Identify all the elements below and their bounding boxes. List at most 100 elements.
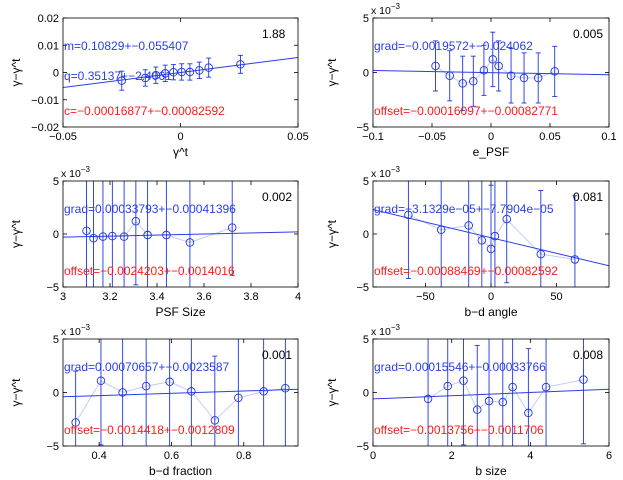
- data-point: [96, 376, 106, 385]
- data-point: [533, 73, 543, 83]
- grad-label: grad=−0.0019572+−0.024062: [374, 39, 533, 53]
- x-tick-label: 2: [449, 450, 455, 462]
- data-point: [498, 397, 508, 407]
- data-point: [259, 387, 268, 396]
- y-tick-label: 5: [363, 334, 369, 346]
- stat-value: 0.005: [573, 27, 603, 41]
- data-point: [185, 238, 195, 247]
- data-point: [494, 61, 503, 71]
- data-point: [579, 375, 588, 384]
- plot-area: [63, 181, 298, 287]
- data-point: [423, 394, 433, 404]
- chart-panel-2: −0.1 −0.05 0 0.05 0.1 −5 0 5x 10−3 e_PSF γ−γ^t 0.0…: [325, 2, 617, 159]
- x-tick-label: 0.4: [92, 450, 107, 462]
- data-point: [117, 76, 126, 85]
- data-point: [187, 387, 196, 396]
- data-point: [479, 66, 489, 75]
- data-point: [89, 233, 98, 243]
- exponent-power: −3: [81, 165, 91, 174]
- data-point: [118, 388, 127, 397]
- data-point: [570, 255, 580, 264]
- connector-line: [435, 58, 555, 84]
- x-tick-label: 3.6: [196, 291, 211, 303]
- x-tick-label: −0.05: [49, 131, 77, 143]
- x-tick-label: 3.4: [149, 291, 164, 303]
- offset-label: offset=−0.0013756+−0.0011706: [374, 423, 544, 437]
- data-point: [204, 63, 213, 72]
- connector-line: [75, 380, 286, 423]
- data-point: [502, 214, 511, 224]
- data-point: [71, 418, 80, 427]
- data-point: [459, 376, 468, 385]
- y-tick-label: −5: [46, 441, 59, 453]
- exponent-base: x 10: [371, 168, 391, 180]
- y-tick-label: −0.01: [31, 95, 59, 107]
- data-point: [227, 223, 237, 232]
- x-axis-label: b−d angle: [464, 305, 517, 319]
- data-point: [508, 382, 517, 392]
- x-tick-label: −0.1: [362, 131, 384, 143]
- data-point: [82, 226, 91, 236]
- y-axis-label: γ−γ^t: [325, 219, 339, 248]
- fit-line: [63, 388, 298, 398]
- y-axis-label: γ−γ^t: [9, 219, 23, 248]
- data-point: [536, 249, 546, 259]
- y-tick-label: −0.02: [31, 122, 59, 134]
- data-point: [131, 217, 141, 226]
- x-tick-label: 3.8: [243, 291, 258, 303]
- y-tick-label: 5: [363, 176, 369, 188]
- x-tick-label: 50: [550, 291, 562, 303]
- y-tick-label: −5: [356, 122, 369, 134]
- axis-exponent-label: x 10−3: [61, 165, 91, 180]
- x-tick-label: 0.05: [287, 131, 308, 143]
- plot-area: [63, 339, 298, 446]
- grad-label: grad=0.00015546+−0.00033766: [374, 360, 546, 374]
- x-tick-label: 3: [60, 291, 66, 303]
- x-tick-label: 0.6: [164, 450, 179, 462]
- y-tick-label: 0: [363, 68, 369, 80]
- x-axis-label: PSF Size: [155, 305, 205, 319]
- data-point: [119, 232, 129, 241]
- y-tick-label: 0: [53, 388, 59, 400]
- fit-line: [373, 388, 609, 400]
- y-tick-label: 0: [363, 229, 369, 241]
- data-point: [484, 396, 494, 406]
- plot-area: [63, 54, 298, 91]
- data-point: [404, 210, 413, 220]
- data-point: [185, 67, 195, 77]
- x-tick-label: −50: [416, 291, 435, 303]
- data-point: [108, 231, 117, 241]
- x-tick-label: 6: [606, 450, 612, 462]
- stat-value: 0.002: [262, 190, 292, 204]
- offset-label: offset=−0.00016097+−0.00082771: [374, 104, 558, 118]
- fit-line: [63, 57, 298, 88]
- exponent-power: −3: [391, 165, 401, 174]
- data-point: [519, 73, 529, 83]
- x-tick-label: 4: [295, 291, 301, 303]
- data-point: [488, 55, 498, 64]
- fit-line: [373, 69, 609, 76]
- data-point: [143, 230, 152, 240]
- data-point: [177, 67, 186, 77]
- x-tick-label: 3.2: [102, 291, 117, 303]
- y-tick-label: 0: [363, 388, 369, 400]
- data-point: [490, 231, 500, 241]
- data-point: [140, 73, 150, 83]
- x-axis-label: γ^t: [173, 145, 189, 159]
- data-point: [160, 69, 170, 78]
- plot-area: [373, 31, 609, 112]
- data-point: [472, 405, 482, 414]
- data-point: [195, 66, 204, 75]
- data-point: [210, 416, 220, 425]
- y-tick-label: 0.02: [38, 13, 59, 25]
- grad-label: m=0.10829+−0.055407: [64, 39, 189, 53]
- exponent-base: x 10: [61, 326, 81, 338]
- data-point: [162, 230, 171, 240]
- axis-exponent-label: x 10−3: [371, 323, 401, 338]
- chart-panel-5: 0.4 0.6 0.8 −5 0 5x 10−3 b−d fraction γ−γ^t 0.00…: [9, 323, 299, 478]
- stat-value: 0.008: [573, 348, 603, 362]
- x-tick-label: 4: [527, 450, 533, 462]
- data-point: [236, 60, 245, 69]
